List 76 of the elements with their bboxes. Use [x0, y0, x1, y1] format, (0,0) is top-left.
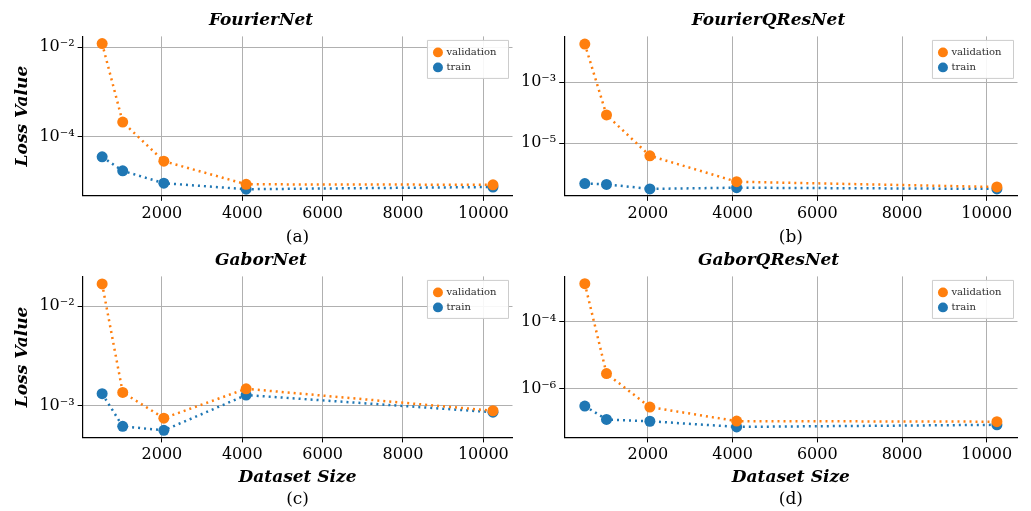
point: [117, 386, 129, 398]
point: [644, 401, 656, 413]
point: [158, 424, 170, 436]
point: [117, 420, 129, 432]
point: [644, 150, 656, 162]
y-axis-title: Loss Value: [10, 65, 31, 168]
chart-title: FourierQResNet: [690, 8, 846, 29]
y-axis-title: Loss Value: [10, 306, 31, 409]
point: [601, 368, 612, 380]
chart-title: GaborNet: [215, 248, 308, 269]
y-tick-label: 10⁻²: [39, 36, 75, 56]
point: [158, 177, 170, 189]
chart-title: FourierNet: [207, 8, 314, 29]
x-tick-label: 2000: [141, 444, 183, 464]
x-axis-title: Dataset Size: [730, 466, 851, 487]
chart-title: GaborQResNet: [697, 248, 840, 269]
point: [96, 38, 108, 50]
y-tick-label: 10⁻²: [39, 295, 75, 315]
x-tick-label: 8000: [382, 202, 424, 222]
point: [158, 412, 170, 424]
legend-label: train: [951, 300, 977, 312]
x-tick-label: 6000: [302, 202, 343, 222]
point: [601, 178, 612, 190]
point: [601, 109, 612, 121]
legend-label: train: [446, 300, 472, 312]
legend-label: train: [446, 60, 472, 72]
point: [96, 151, 108, 163]
x-tick-label: 6000: [796, 444, 838, 464]
legend-label: validation: [950, 45, 1003, 57]
y-tick-label: 10⁻³: [39, 394, 75, 414]
y-tick-label: 10⁻⁴: [521, 310, 557, 330]
x-tick-label: 2000: [141, 202, 183, 222]
x-tick-label: 8000: [881, 202, 923, 222]
x-tick-label: 10000: [457, 202, 509, 222]
point: [644, 415, 656, 427]
x-tick-label: 4000: [221, 202, 263, 222]
point: [240, 383, 252, 395]
x-tick-label: 4000: [712, 444, 753, 464]
x-tick-label: 10000: [961, 444, 1013, 464]
x-axis-title: Dataset Size: [237, 466, 357, 487]
point: [240, 178, 252, 190]
legend-label: validation: [445, 45, 498, 57]
point: [579, 178, 591, 190]
x-tick-label: 10000: [457, 444, 509, 464]
text: (c): [286, 487, 309, 508]
text: (b): [778, 225, 803, 246]
legend-label: train: [951, 60, 977, 72]
x-tick-label: 4000: [712, 202, 753, 222]
x-tick-label: 10000: [961, 202, 1013, 222]
point: [644, 183, 656, 195]
point: [96, 278, 108, 290]
text: (d): [778, 487, 803, 508]
point: [601, 413, 612, 425]
point: [96, 388, 108, 400]
x-tick-label: 2000: [627, 444, 669, 464]
point: [158, 155, 170, 167]
y-tick-label: 10⁻⁴: [39, 125, 75, 145]
legend-label: validation: [445, 285, 498, 297]
point: [579, 400, 591, 412]
x-tick-label: 8000: [382, 444, 424, 464]
x-tick-label: 8000: [881, 444, 923, 464]
x-tick-label: 6000: [302, 444, 343, 464]
x-tick-label: 6000: [796, 202, 838, 222]
y-tick-label: 10⁻⁵: [521, 132, 557, 152]
text: (a): [285, 225, 310, 246]
point: [117, 116, 129, 128]
x-tick-label: 4000: [221, 444, 263, 464]
point: [731, 415, 743, 427]
point: [731, 176, 743, 188]
x-tick-label: 2000: [627, 202, 669, 222]
point: [579, 38, 591, 50]
point: [579, 278, 591, 290]
y-tick-label: 10⁻⁶: [521, 377, 557, 397]
y-tick-label: 10⁻³: [521, 71, 557, 91]
point: [117, 165, 129, 177]
legend-label: validation: [950, 285, 1003, 297]
